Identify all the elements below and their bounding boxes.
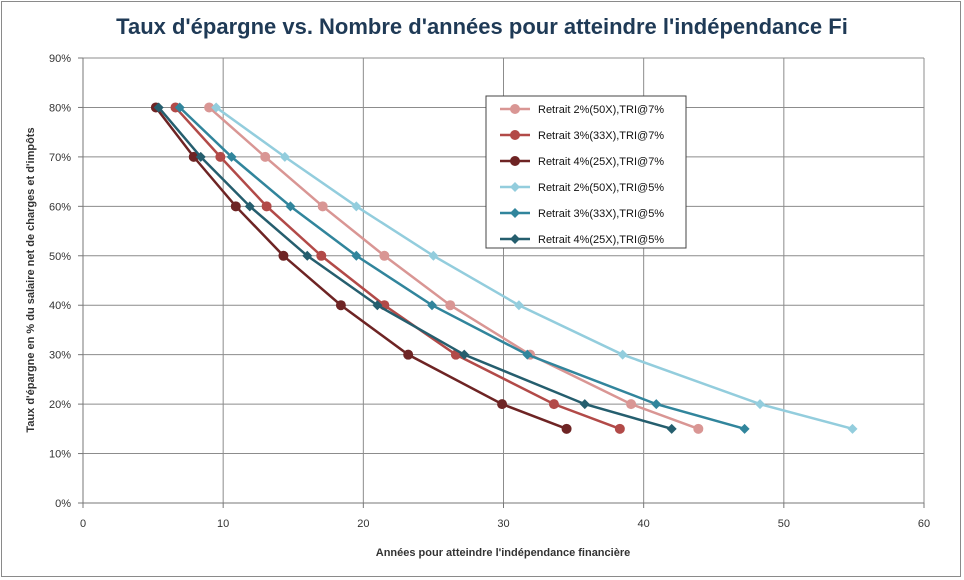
data-point [579,399,590,410]
x-tick-label: 50 [778,518,790,530]
data-point [278,250,289,261]
data-point [561,423,572,434]
series-5 [174,102,750,434]
data-point [428,250,439,261]
data-point [513,300,524,311]
legend-item: Retrait 2%(50X),TRI@7% [500,104,664,116]
legend-label: Retrait 4%(25X),TRI@5% [538,234,664,246]
y-tick-label: 70% [49,152,71,164]
series-6 [153,102,677,434]
data-point [739,423,750,434]
y-axis-label: Taux d'épargne en % du salaire net de ch… [25,127,37,432]
data-point [204,102,215,113]
legend-item: Retrait 3%(33X),TRI@5% [500,208,664,220]
data-point [230,201,241,212]
data-point [195,151,206,162]
data-point [626,399,637,410]
data-point [847,423,858,434]
series-layer [150,102,858,434]
legend-item: Retrait 2%(50X),TRI@5% [500,182,664,194]
legend-marker [510,130,520,140]
data-point [302,250,313,261]
data-point [260,151,271,162]
data-point [153,102,164,113]
legend: Retrait 2%(50X),TRI@7% Retrait 3%(33X),TR… [485,95,687,249]
y-tick-label: 10% [49,449,71,461]
legend-label: Retrait 3%(33X),TRI@5% [538,208,664,220]
x-tick-label: 0 [80,518,86,530]
legend-marker [510,104,520,114]
data-point [651,399,662,410]
x-axis-label: Années pour atteindre l'indépendance fin… [376,547,630,559]
legend-marker [510,182,520,192]
y-tick-label: 50% [49,251,71,263]
y-tick-label: 40% [49,300,71,312]
data-point [755,399,766,410]
data-point [316,250,327,261]
data-point [693,423,704,434]
data-point [459,349,470,360]
data-point [174,102,185,113]
data-point [351,250,362,261]
tick-labels: 0% 10% 20% 30% 40% 50% 60% 70% 80% 90% 0 10 20 30 40 50… [49,53,930,530]
y-tick-label: 60% [49,201,71,213]
data-point [497,399,508,410]
series-2 [170,102,625,434]
x-tick-label: 20 [357,518,369,530]
data-point [285,201,296,212]
legend-label: Retrait 2%(50X),TRI@5% [538,182,664,194]
data-point [379,250,390,261]
x-tick-label: 10 [217,518,229,530]
data-point [244,201,255,212]
y-tick-label: 90% [49,53,71,65]
data-point [188,151,199,162]
y-tick-label: 80% [49,102,71,114]
data-point [211,102,222,113]
chart-title: Taux d'épargne vs. Nombre d'années pour … [116,14,848,39]
x-tick-label: 30 [497,518,509,530]
data-point [215,151,226,162]
data-point [226,151,237,162]
legend-item: Retrait 3%(33X),TRI@7% [500,130,664,142]
data-point [335,300,346,311]
y-tick-label: 20% [49,399,71,411]
series-4 [211,102,858,434]
data-point [403,349,414,360]
data-point [279,151,290,162]
data-point [614,423,625,434]
series-line [154,106,568,431]
data-point [522,349,533,360]
series-line [215,106,853,431]
axes [78,57,925,508]
data-point [372,300,383,311]
x-tick-label: 40 [638,518,650,530]
x-tick-label: 60 [918,518,930,530]
legend-item: Retrait 4%(25X),TRI@5% [500,234,664,246]
legend-label: Retrait 4%(25X),TRI@7% [538,156,664,168]
legend-label: Retrait 2%(50X),TRI@7% [538,104,664,116]
series-line [174,106,621,431]
data-point [617,349,628,360]
y-tick-label: 0% [55,498,71,510]
data-point [548,399,559,410]
legend-marker [510,156,520,166]
data-point [427,300,438,311]
legend-box [485,95,687,249]
legend-marker [510,208,520,218]
legend-item: Retrait 4%(25X),TRI@7% [500,156,664,168]
data-point [445,300,456,311]
data-point [666,423,677,434]
data-point [261,201,272,212]
series-line [178,106,745,431]
series-line [157,106,673,431]
data-point [351,201,362,212]
data-point [317,201,328,212]
legend-marker [510,234,520,244]
y-tick-label: 30% [49,350,71,362]
legend-label: Retrait 3%(33X),TRI@7% [538,130,664,142]
series-line [208,106,699,431]
